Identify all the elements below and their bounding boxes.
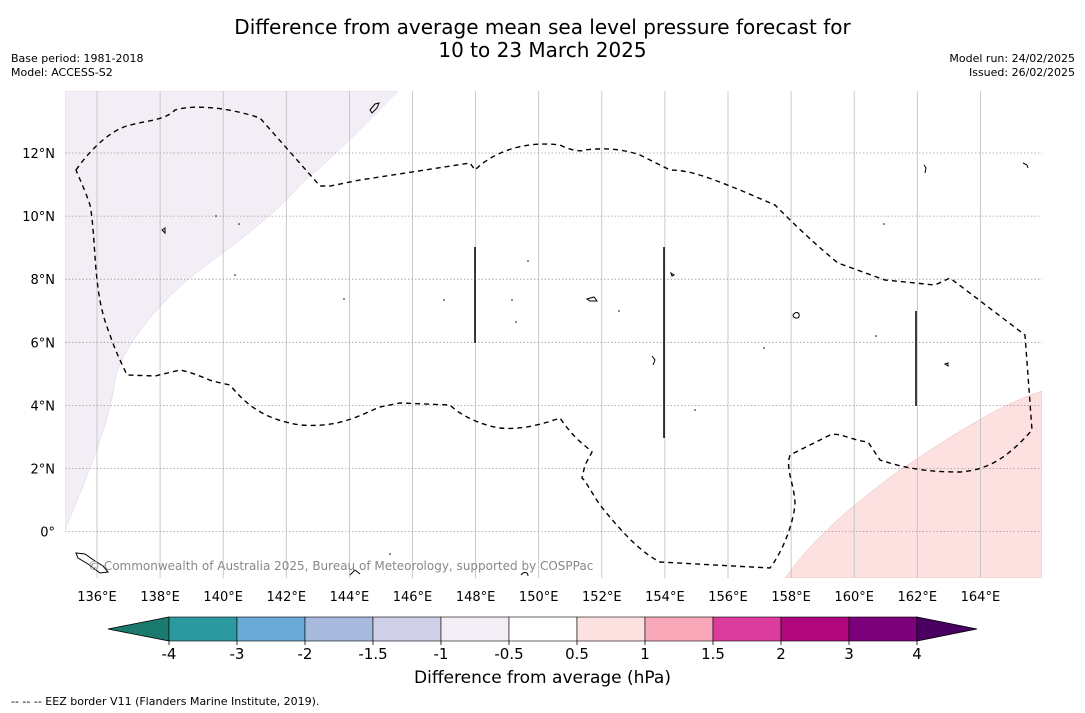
map-title-line1: Difference from average mean sea level p… xyxy=(234,15,851,39)
colorbar-label: Difference from average (hPa) xyxy=(414,668,671,688)
longitude-label: 146°E xyxy=(393,590,433,605)
longitude-labels: 136°E 138°E 140°E 142°E 144°E 146°E 148°E 150°E… xyxy=(77,590,1000,605)
colorbar-max-extension xyxy=(916,616,978,642)
longitude-label: 158°E xyxy=(771,590,811,605)
longitude-label: 160°E xyxy=(834,590,874,605)
latitude-labels: 12°N 10°N 8°N 6°N 4°N 2°N 0° xyxy=(22,147,55,541)
longitude-label: 144°E xyxy=(330,590,370,605)
colorbar-min-extension xyxy=(107,616,170,642)
latitude-label: 10°N xyxy=(22,210,55,225)
colorbar-tick-label: -0.5 xyxy=(494,645,523,663)
colorbar-tick-label: 4 xyxy=(912,645,922,663)
colorbar-tick-label: 1.5 xyxy=(701,645,725,663)
longitude-label: 148°E xyxy=(456,590,496,605)
colorbar-swatch xyxy=(848,616,918,642)
colorbar-tick-label: 2 xyxy=(776,645,786,663)
latitude-label: 12°N xyxy=(22,147,55,162)
colorbar-tick-label: -1.5 xyxy=(358,645,387,663)
longitude-label: 142°E xyxy=(267,590,307,605)
map-title-line2: 10 to 23 March 2025 xyxy=(438,38,647,62)
colorbar: -4 -3 -2 -1.5 -1 -0.5 0.5 1 1.5 2 3 4 xyxy=(107,616,978,663)
colorbar-swatch xyxy=(644,616,714,642)
colorbar-swatch xyxy=(712,616,782,642)
copyright-notice: © Commonwealth of Australia 2025, Bureau… xyxy=(88,559,593,573)
colorbar-swatch xyxy=(780,616,850,642)
colorbar-swatch xyxy=(372,616,442,642)
latitude-label: 6°N xyxy=(31,336,56,351)
colorbar-tick-label: -3 xyxy=(230,645,245,663)
colorbar-tick-label: -4 xyxy=(162,645,177,663)
longitude-label: 154°E xyxy=(645,590,685,605)
longitude-label: 136°E xyxy=(77,590,117,605)
latitude-label: 2°N xyxy=(31,463,56,478)
colorbar-swatch xyxy=(508,616,578,642)
colorbar-swatch xyxy=(576,616,646,642)
colorbar-tick-label: -2 xyxy=(298,645,313,663)
longitude-label: 152°E xyxy=(582,590,622,605)
model-name: Model: ACCESS-S2 xyxy=(11,66,113,79)
colorbar-tick-label: -1 xyxy=(434,645,449,663)
longitude-label: 140°E xyxy=(203,590,243,605)
colorbar-swatch xyxy=(168,616,238,642)
negative-anomaly-region xyxy=(65,91,399,531)
latitude-label: 4°N xyxy=(31,399,56,414)
colorbar-swatch xyxy=(304,616,374,642)
longitude-label: 162°E xyxy=(898,590,938,605)
tiny-islands xyxy=(215,215,885,555)
colorbar-swatch xyxy=(440,616,510,642)
latitude-label: 8°N xyxy=(31,273,56,288)
longitude-label: 138°E xyxy=(140,590,180,605)
longitude-label: 164°E xyxy=(961,590,1001,605)
issued-date: Issued: 26/02/2025 xyxy=(968,66,1075,79)
latitude-label: 0° xyxy=(40,526,55,541)
colorbar-tick-label: 0.5 xyxy=(565,645,589,663)
longitude-label: 150°E xyxy=(519,590,559,605)
longitude-label: 156°E xyxy=(708,590,748,605)
model-run: Model run: 24/02/2025 xyxy=(949,52,1075,65)
colorbar-swatch xyxy=(236,616,306,642)
colorbar-tick-label: 1 xyxy=(640,645,650,663)
islands xyxy=(75,102,1029,577)
footnote: -- -- -- EEZ border V11 (Flanders Marine… xyxy=(11,695,320,708)
colorbar-tick-label: 3 xyxy=(844,645,854,663)
base-period: Base period: 1981-2018 xyxy=(11,52,144,65)
